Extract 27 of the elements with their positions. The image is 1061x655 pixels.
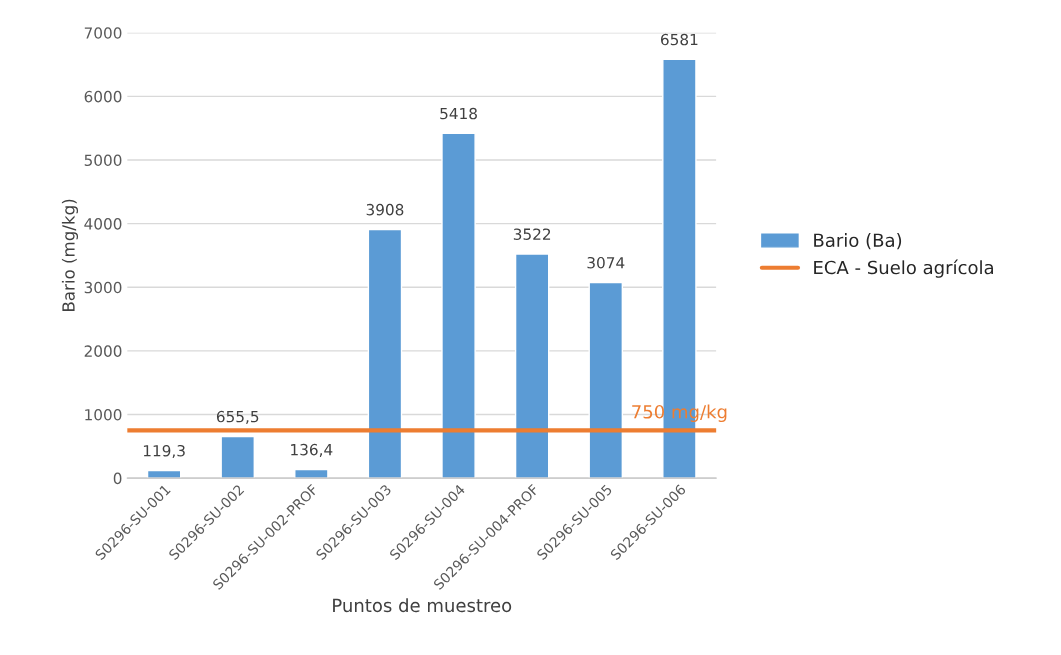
y-tick-label: 5000 <box>84 154 122 167</box>
data-label: 119,3 <box>143 444 185 459</box>
y-tick-label: 3000 <box>84 281 122 294</box>
bar <box>146 469 182 479</box>
legend-label: ECA - Suelo agrícola <box>814 259 993 278</box>
y-tick-label: 1000 <box>85 408 122 421</box>
bar <box>294 468 329 479</box>
bar <box>367 228 403 479</box>
bar <box>220 435 255 479</box>
bar <box>588 281 624 479</box>
data-label: 655,5 <box>216 410 259 424</box>
data-label: 136,4 <box>291 443 333 457</box>
y-tick-label: 2000 <box>84 345 122 357</box>
data-label: 3074 <box>587 256 625 269</box>
data-label: 5418 <box>440 107 477 120</box>
legend-label: Bario (Ba) <box>814 233 902 250</box>
x-axis-title: Puntos de muestreo <box>333 598 512 613</box>
y-tick-label: 4000 <box>84 218 122 230</box>
bar <box>441 132 476 479</box>
y-tick-label: 7000 <box>84 27 122 39</box>
y-tick-label: 6000 <box>84 90 122 103</box>
data-label: 3522 <box>513 228 551 240</box>
y-axis-title: Bario (mg/kg) <box>61 199 79 311</box>
y-tick-label: 0 <box>113 472 122 485</box>
data-label: 6581 <box>661 33 698 46</box>
data-label: 3908 <box>366 203 404 216</box>
bar <box>514 253 550 479</box>
